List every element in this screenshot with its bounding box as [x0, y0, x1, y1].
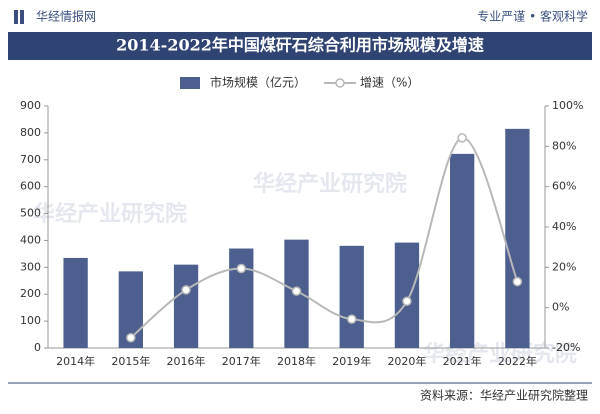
legend-label: 市场规模（亿元） — [210, 75, 306, 90]
x-tick-label: 2016年 — [167, 354, 206, 368]
legend-label: 增速（%） — [360, 76, 419, 90]
watermark: 华经产业研究院 — [423, 341, 577, 367]
watermark: 华经产业研究院 — [33, 201, 187, 227]
y2-tick-label: 0% — [552, 301, 569, 314]
x-tick-label: 2018年 — [277, 354, 316, 368]
bar — [339, 245, 364, 348]
y-tick-label: 300 — [20, 260, 41, 273]
x-tick-label: 2022年 — [498, 354, 537, 368]
legend-swatch — [180, 77, 200, 89]
logo-bar — [20, 10, 24, 24]
line-marker — [291, 286, 302, 296]
legend-swatch — [335, 78, 345, 88]
line-marker — [126, 332, 136, 343]
y2-tick-label: -20% — [552, 341, 580, 354]
bar — [63, 257, 88, 348]
x-tick-label: 2019年 — [332, 354, 371, 368]
y-tick-label: 100 — [20, 314, 41, 327]
bar — [450, 153, 475, 348]
bar — [505, 128, 530, 348]
source: 资料来源：华经产业研究院整理 — [420, 388, 588, 403]
y-tick-label: 0 — [34, 341, 41, 354]
x-tick-label: 2017年 — [222, 354, 261, 368]
line-marker — [236, 263, 247, 274]
slogan: 专业严谨 • 客观科学 — [477, 9, 588, 24]
line-marker — [512, 276, 523, 287]
x-tick-label: 2014年 — [56, 354, 95, 368]
y-tick-label: 700 — [20, 153, 41, 166]
bar — [394, 242, 420, 348]
y-tick-label: 600 — [20, 180, 41, 193]
x-tick-label: 2020年 — [387, 354, 426, 368]
y-tick-label: 500 — [20, 207, 41, 220]
line-marker — [346, 314, 357, 324]
line-marker — [457, 133, 467, 143]
x-tick-label: 2015年 — [111, 354, 150, 368]
bar — [173, 264, 199, 348]
y2-tick-label: 80% — [552, 139, 576, 152]
y2-tick-label: 100% — [552, 99, 583, 112]
title-band — [8, 32, 592, 60]
y2-tick-label: 20% — [552, 260, 576, 273]
y-tick-label: 800 — [20, 126, 41, 139]
line-marker — [181, 285, 191, 295]
watermark: 华经产业研究院 — [253, 171, 407, 197]
y2-tick-label: 40% — [552, 220, 576, 233]
line-marker — [402, 296, 412, 306]
y-tick-label: 200 — [20, 287, 41, 300]
y-tick-label: 400 — [20, 233, 41, 246]
x-tick-label: 2021年 — [443, 354, 482, 368]
brand: 华经情报网 — [36, 9, 96, 24]
chart-title: 2014-2022年中国煤矸石综合利用市场规模及增速 — [116, 36, 484, 55]
y2-tick-label: 60% — [552, 180, 576, 193]
bar — [229, 248, 254, 348]
y-tick-label: 900 — [20, 99, 41, 112]
logo-bar — [14, 10, 18, 24]
